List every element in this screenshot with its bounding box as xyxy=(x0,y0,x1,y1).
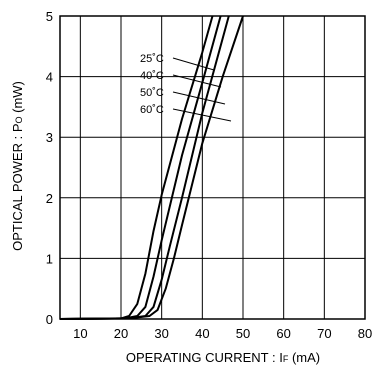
x-tick-label: 80 xyxy=(358,326,372,341)
series-line-1 xyxy=(59,15,214,320)
y-tick-label: 0 xyxy=(46,312,53,327)
series-label-1: 25˚C xyxy=(140,53,164,65)
x-tick-label: 70 xyxy=(317,326,331,341)
x-tick-label: 30 xyxy=(154,326,168,341)
plot-frame xyxy=(59,15,366,320)
series-leader-line xyxy=(172,91,226,105)
y-tick-label: 3 xyxy=(46,130,53,145)
y-tick-labels: 0 1 2 3 4 5 xyxy=(46,9,53,327)
y-tick-label: 1 xyxy=(46,251,53,266)
series-label-2: 40˚C xyxy=(140,70,164,82)
y-tick-label: 5 xyxy=(46,9,53,24)
series-label-leaders: 25˚C 40˚C 50˚C 60˚C xyxy=(140,53,232,122)
x-axis-label: OPERATING CURRENT : IF (mA) xyxy=(126,350,320,365)
series-leader-line xyxy=(172,108,232,122)
series-leader-line xyxy=(172,57,215,71)
y-tick-label: 2 xyxy=(46,191,53,206)
series-label-3: 50˚C xyxy=(140,87,164,99)
series-curves xyxy=(59,15,244,320)
series-label-4: 60˚C xyxy=(140,104,164,116)
y-tick-label: 4 xyxy=(46,70,53,85)
x-tick-label: 40 xyxy=(195,326,209,341)
x-tick-label: 60 xyxy=(276,326,290,341)
series-leader-line xyxy=(172,74,222,88)
x-tick-label: 20 xyxy=(114,326,128,341)
series-line-4 xyxy=(59,15,244,320)
x-tick-labels: 10 20 30 40 50 60 70 80 xyxy=(73,326,372,341)
grid-lines xyxy=(60,16,365,319)
x-tick-label: 10 xyxy=(73,326,87,341)
x-tick-label: 50 xyxy=(236,326,250,341)
y-axis-label: OPTICAL POWER : PO (mW) xyxy=(10,81,25,251)
